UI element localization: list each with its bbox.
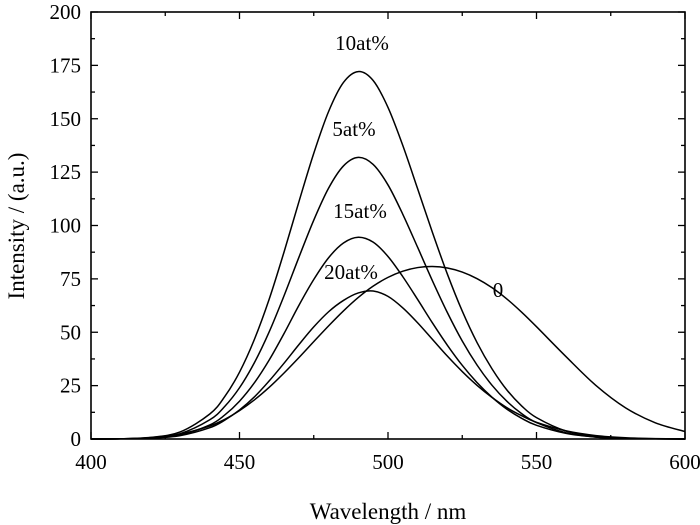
x-tick-label: 550 bbox=[521, 450, 553, 474]
x-tick-label: 450 bbox=[224, 450, 256, 474]
x-axis-title: Wavelength / nm bbox=[310, 499, 467, 524]
plot-frame bbox=[90, 11, 686, 440]
series-line-15atpct bbox=[90, 236, 686, 440]
series-label-20atpct: 20at% bbox=[324, 260, 378, 284]
y-tick-label: 75 bbox=[60, 267, 81, 291]
series-lines bbox=[90, 70, 686, 440]
y-tick-label: 25 bbox=[60, 374, 81, 398]
y-tick-label: 100 bbox=[50, 214, 82, 238]
series-label-10atpct: 10at% bbox=[335, 31, 389, 55]
y-axis-title: Intensity / (a.u.) bbox=[4, 153, 29, 300]
series-label-5atpct: 5at% bbox=[332, 117, 375, 141]
x-tick-label: 500 bbox=[372, 450, 404, 474]
y-tick-label: 50 bbox=[60, 320, 81, 344]
series-line-20atpct bbox=[90, 290, 686, 440]
y-tick-label: 0 bbox=[71, 427, 82, 451]
series-line-5atpct bbox=[90, 156, 686, 440]
y-tick-label: 150 bbox=[50, 107, 82, 131]
series-labels: 10at% 5at% 15at% 20at% 0 bbox=[324, 31, 503, 302]
y-tick-label: 125 bbox=[50, 160, 82, 184]
y-tick-label: 200 bbox=[50, 0, 82, 24]
series-label-15atpct: 15at% bbox=[333, 199, 387, 223]
series-line-0 bbox=[90, 265, 686, 440]
series-label-0: 0 bbox=[493, 278, 504, 302]
series-line-10atpct bbox=[90, 70, 686, 440]
x-tick-label: 600 bbox=[669, 450, 700, 474]
y-tick-label: 175 bbox=[50, 53, 82, 77]
axis-ticks: 400 450 500 550 600 0 25 50 75 100 125 150 175 200 bbox=[50, 0, 700, 474]
x-tick-label: 400 bbox=[75, 450, 107, 474]
